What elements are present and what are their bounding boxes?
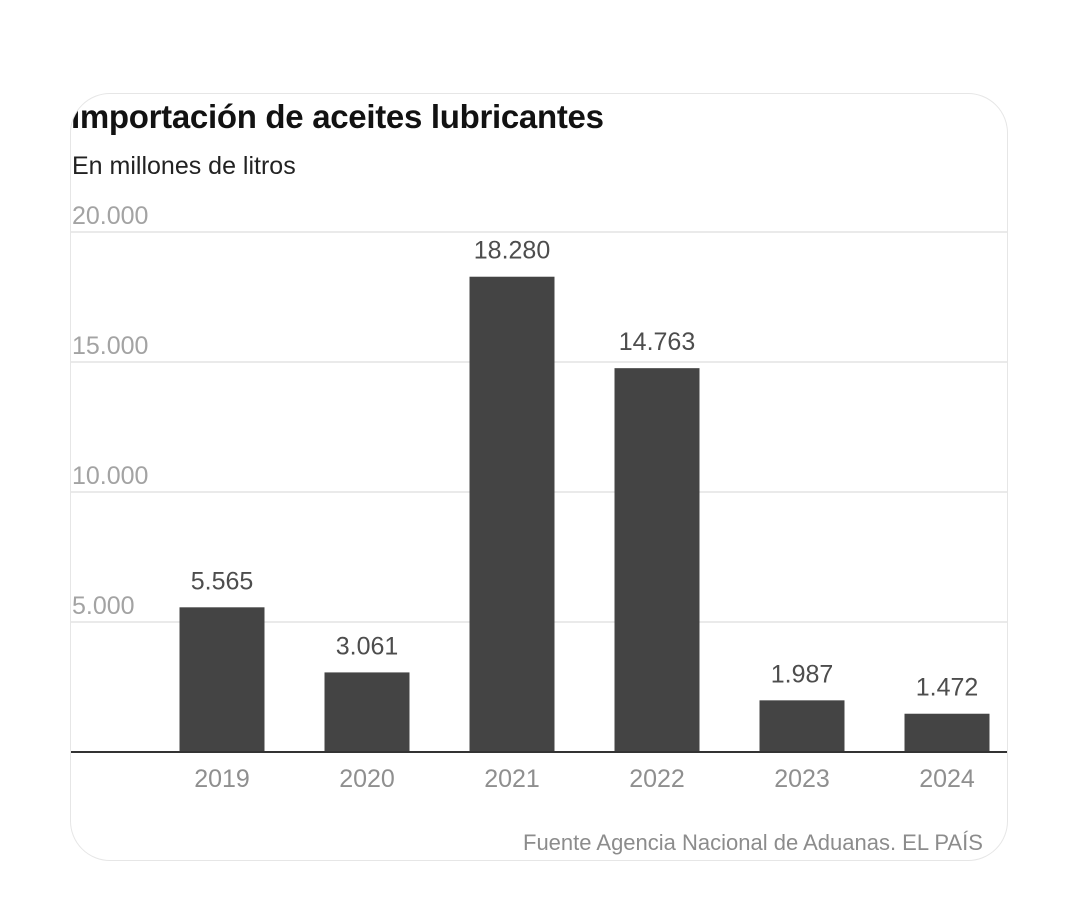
y-axis-ticks: 5.000 10.000 15.000 20.000 bbox=[72, 202, 148, 620]
source-note: Fuente Agencia Nacional de Aduanas. EL P… bbox=[523, 830, 983, 855]
bar-2019 bbox=[179, 607, 265, 752]
y-tick-label: 15.000 bbox=[72, 332, 148, 360]
chart-subtitle: En millones de litros bbox=[72, 152, 296, 180]
chart-card: Importación de aceites lubricantes En mi… bbox=[70, 93, 1008, 861]
bar-chart: 5.000 10.000 15.000 20.000 5.565 3.061 18.280… bbox=[71, 202, 1007, 793]
x-tick-label-2021: 2021 bbox=[484, 765, 540, 793]
value-label-2024: 1.472 bbox=[916, 674, 979, 702]
bar-2024 bbox=[904, 713, 990, 752]
bars bbox=[179, 276, 990, 752]
value-labels: 5.565 3.061 18.280 14.763 1.987 1.472 bbox=[191, 237, 979, 702]
x-tick-label-2024: 2024 bbox=[919, 765, 975, 793]
x-tick-label-2019: 2019 bbox=[194, 765, 250, 793]
value-label-2021: 18.280 bbox=[474, 237, 550, 265]
bar-2022 bbox=[614, 368, 700, 752]
value-label-2020: 3.061 bbox=[336, 632, 399, 660]
value-label-2019: 5.565 bbox=[191, 567, 254, 595]
value-label-2023: 1.987 bbox=[771, 660, 834, 688]
y-tick-label: 5.000 bbox=[72, 592, 135, 620]
x-tick-label-2023: 2023 bbox=[774, 765, 830, 793]
bar-2020 bbox=[324, 672, 410, 752]
x-tick-label-2020: 2020 bbox=[339, 765, 395, 793]
chart-title: Importación de aceites lubricantes bbox=[71, 98, 604, 135]
value-label-2022: 14.763 bbox=[619, 328, 695, 356]
bar-2023 bbox=[759, 700, 845, 752]
x-axis-labels: 2019 2020 2021 2022 2023 2024 bbox=[194, 765, 975, 793]
y-tick-label: 10.000 bbox=[72, 462, 148, 490]
x-tick-label-2022: 2022 bbox=[629, 765, 685, 793]
bar-2021 bbox=[469, 276, 555, 752]
y-tick-label: 20.000 bbox=[72, 202, 148, 230]
